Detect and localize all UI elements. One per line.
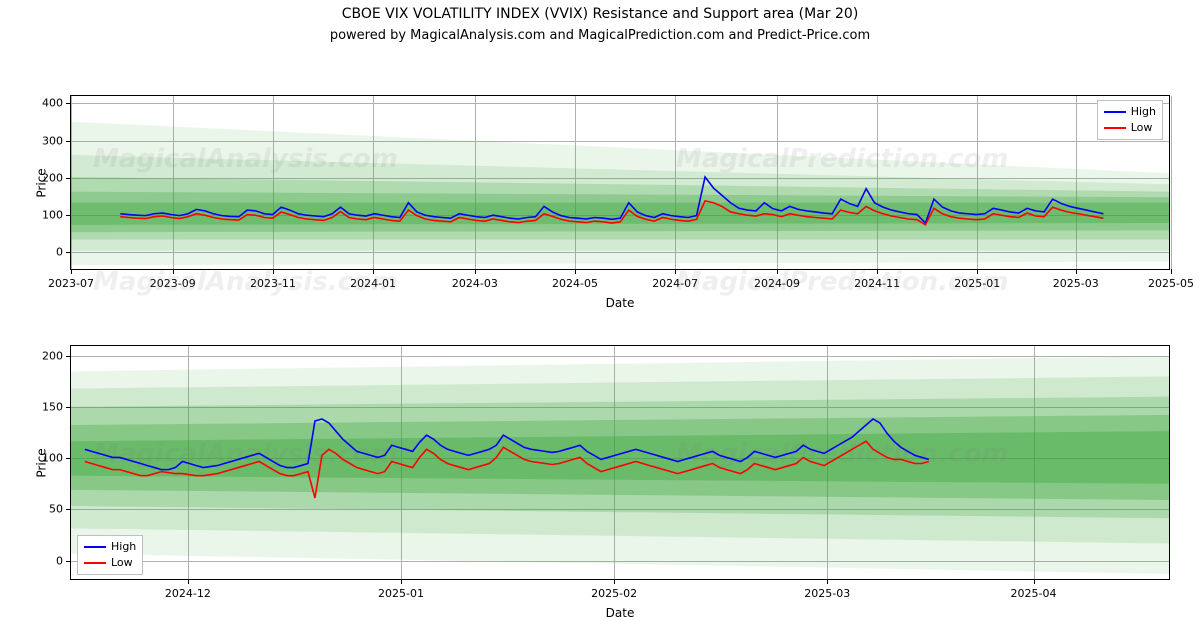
legend-label-high: High <box>111 539 136 555</box>
chart-subtitle: powered by MagicalAnalysis.com and Magic… <box>0 22 1200 45</box>
x-tick-label: 2025-03 <box>804 579 850 600</box>
x-tick-label: 2025-01 <box>954 269 1000 290</box>
x-tick-label: 2024-12 <box>165 579 211 600</box>
legend-label-low: Low <box>1131 120 1153 136</box>
x-tick-label: 2024-03 <box>452 269 498 290</box>
legend-item-low: Low <box>1104 120 1156 136</box>
y-tick-label: 100 <box>42 452 71 465</box>
legend-swatch-low <box>84 562 106 564</box>
x-tick-label: 2024-01 <box>350 269 396 290</box>
price-lines-bottom <box>71 346 1169 579</box>
legend-item-high: High <box>84 539 136 555</box>
x-axis-label-top: Date <box>606 296 635 310</box>
x-tick-label: 2024-07 <box>652 269 698 290</box>
y-tick-label: 200 <box>42 171 71 184</box>
x-tick-label: 2025-05 <box>1148 269 1194 290</box>
legend-item-high: High <box>1104 104 1156 120</box>
y-tick-label: 400 <box>42 97 71 110</box>
x-tick-label: 2025-02 <box>591 579 637 600</box>
legend-bottom: High Low <box>77 535 143 575</box>
legend-swatch-high <box>84 546 106 548</box>
y-tick-label: 0 <box>56 246 71 259</box>
plot-area-top: Price High Low 01002003004002023-072023-… <box>70 95 1170 270</box>
x-tick-label: 2023-09 <box>150 269 196 290</box>
y-tick-label: 50 <box>49 503 71 516</box>
x-tick-label: 2024-05 <box>552 269 598 290</box>
x-tick-label: 2024-09 <box>754 269 800 290</box>
grid-line <box>1171 96 1172 269</box>
x-axis-label-bottom: Date <box>606 606 635 620</box>
x-tick-label: 2023-07 <box>48 269 94 290</box>
y-tick-label: 150 <box>42 401 71 414</box>
legend-item-low: Low <box>84 555 136 571</box>
y-tick-label: 100 <box>42 209 71 222</box>
page: CBOE VIX VOLATILITY INDEX (VVIX) Resista… <box>0 0 1200 600</box>
legend-label-low: Low <box>111 555 133 571</box>
legend-top: High Low <box>1097 100 1163 140</box>
y-tick-label: 200 <box>42 350 71 363</box>
y-tick-label: 0 <box>56 554 71 567</box>
legend-swatch-low <box>1104 127 1126 129</box>
plot-area-bottom: Price High Low 0501001502002024-122025-0… <box>70 345 1170 580</box>
x-tick-label: 2025-03 <box>1053 269 1099 290</box>
x-tick-label: 2023-11 <box>250 269 296 290</box>
y-tick-label: 300 <box>42 134 71 147</box>
chart-title: CBOE VIX VOLATILITY INDEX (VVIX) Resista… <box>0 0 1200 22</box>
legend-label-high: High <box>1131 104 1156 120</box>
legend-swatch-high <box>1104 111 1126 113</box>
x-tick-label: 2025-01 <box>378 579 424 600</box>
price-lines-top <box>71 96 1169 269</box>
x-tick-label: 2025-04 <box>1011 579 1057 600</box>
x-tick-label: 2024-11 <box>854 269 900 290</box>
